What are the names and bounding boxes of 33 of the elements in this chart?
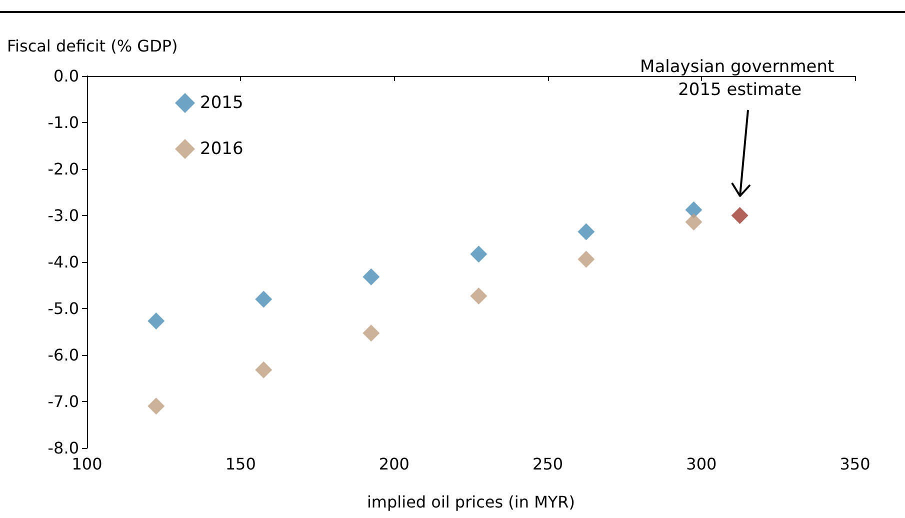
y-tick-label: -2.0 [48, 160, 79, 178]
x-tick-label: 300 [686, 454, 717, 474]
y-tick-label: -5.0 [48, 299, 79, 318]
y-tick-label: -1.0 [48, 113, 79, 132]
point [362, 324, 380, 342]
x-tick-label: 350 [840, 454, 870, 474]
point [685, 214, 702, 231]
x-tick-label: 250 [532, 454, 564, 474]
x-tick-label: 100 [72, 454, 102, 474]
annotation: Malaysian government 2015 estimate [640, 57, 840, 100]
legend-label: 2016 [200, 139, 244, 159]
point [362, 268, 380, 286]
point [731, 207, 748, 224]
point [255, 290, 272, 308]
point [578, 250, 595, 268]
y-tick-label: 0.0 [54, 66, 79, 86]
y-tick-label: -3.0 [48, 206, 79, 225]
point [470, 246, 488, 263]
point [470, 287, 488, 304]
y-tick-label: -8.0 [48, 438, 79, 458]
y-tick-label: -6.0 [48, 346, 79, 364]
point [148, 398, 165, 415]
point [685, 201, 702, 218]
point [578, 223, 595, 240]
y-tick-label: -4.0 [48, 252, 79, 272]
point [148, 312, 165, 330]
x-tick-label: 150 [225, 454, 256, 474]
y-axis-title: Fiscal deficit (% GDP) [7, 36, 178, 56]
y-tick-label: -7.0 [48, 392, 79, 411]
point [255, 361, 272, 378]
x-tick-label: 200 [378, 454, 410, 474]
legend-label: 2015 [200, 93, 244, 113]
x-axis-title: implied oil prices (in MYR) [366, 492, 576, 512]
